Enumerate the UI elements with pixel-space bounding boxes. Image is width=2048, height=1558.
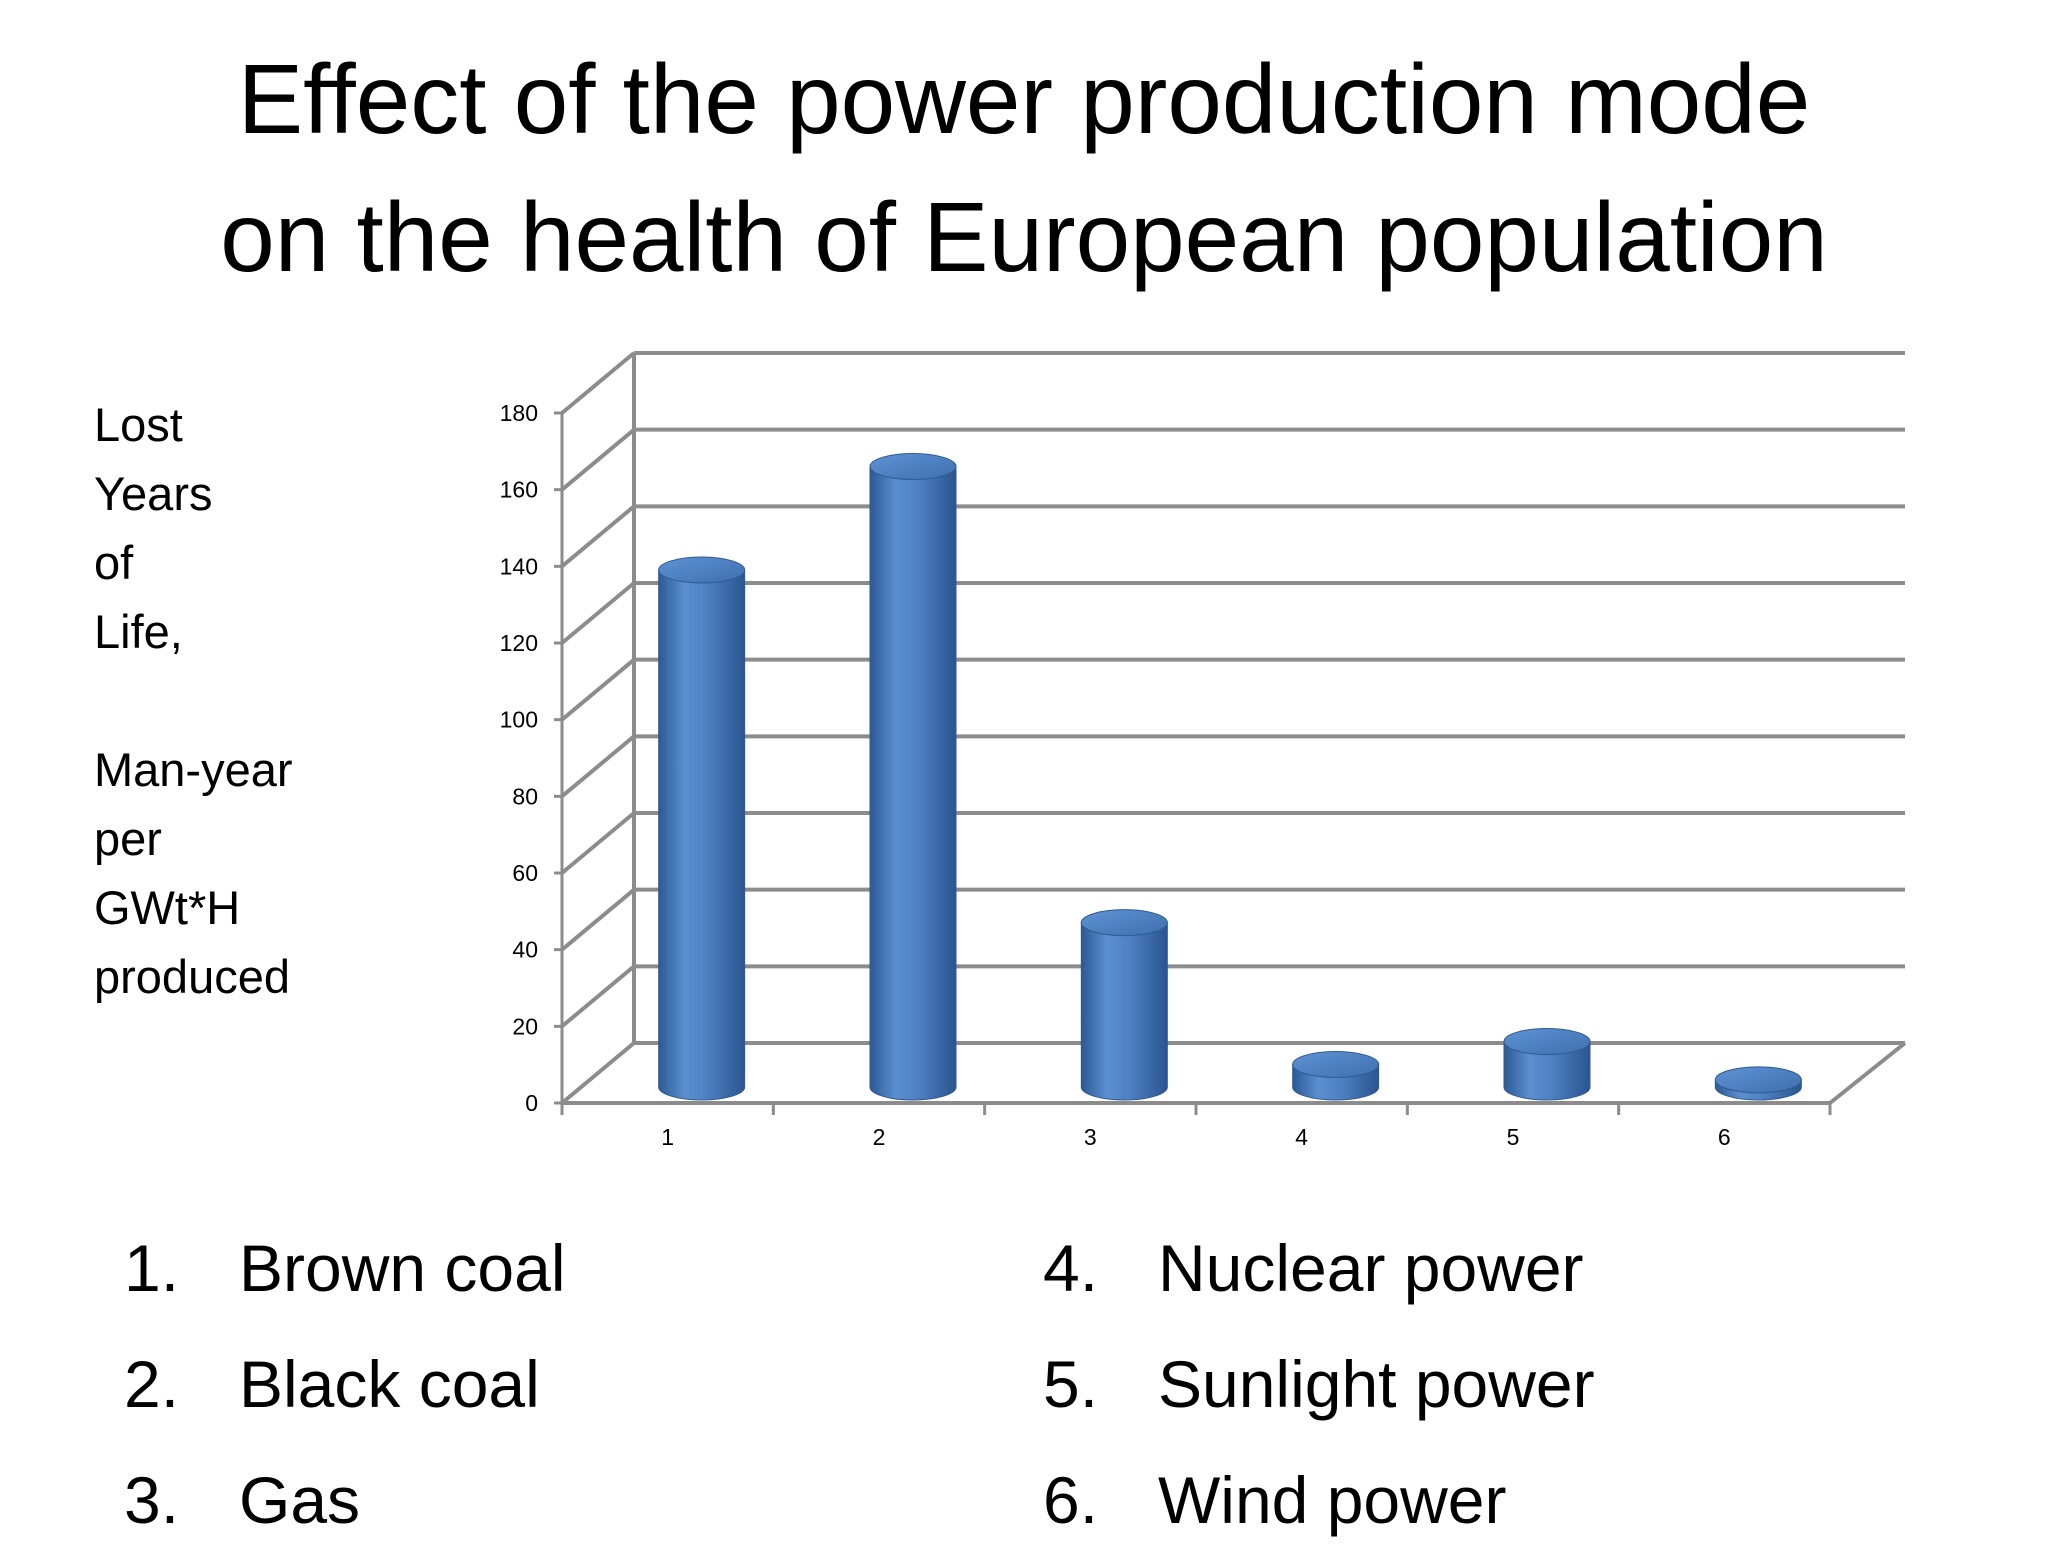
legend-item: 5. Sunlight power: [1043, 1326, 1595, 1442]
x-tick-label: 5: [1507, 1124, 1520, 1150]
y-tick-label: 160: [500, 477, 538, 503]
bar-cap: [1292, 1051, 1380, 1078]
legend-label: Wind power: [1158, 1463, 1507, 1537]
gridline-side: [560, 888, 636, 952]
legend-number: 6.: [1043, 1463, 1099, 1537]
legend-number: 4.: [1043, 1231, 1099, 1305]
bar-cap: [1714, 1066, 1802, 1094]
gridline-side: [560, 658, 636, 722]
grid-layer: [560, 351, 1907, 1105]
bar-4: [1292, 1051, 1380, 1101]
x-tick-label: 4: [1295, 1124, 1308, 1150]
y-tick-label: 40: [512, 937, 538, 963]
legend-item: 6. Wind power: [1043, 1442, 1595, 1558]
legend-right: 4. Nuclear power 5. Sunlight power 6. Wind …: [1043, 1210, 1595, 1558]
x-tick-label: 6: [1718, 1124, 1731, 1150]
y-tick-label: 180: [500, 400, 538, 426]
x-tick-label: 1: [661, 1124, 674, 1150]
legend-number: 2.: [124, 1347, 180, 1421]
y-tick-label: 100: [500, 707, 538, 733]
bar-3: [1080, 909, 1168, 1101]
bar-cap: [1080, 909, 1168, 937]
ylabel-line: Years: [94, 467, 213, 520]
y-tick-label: 120: [500, 630, 538, 656]
ylabel-line: GWt*H: [94, 881, 241, 934]
ylabel-line: of: [94, 536, 134, 589]
title-line-1: Effect of the power production mode: [237, 44, 1811, 154]
ylabel-line: Lost: [94, 398, 183, 451]
legend-item: 4. Nuclear power: [1043, 1210, 1595, 1326]
legend-label: Sunlight power: [1158, 1347, 1595, 1421]
legend-number: 5.: [1043, 1347, 1099, 1421]
legend-item: 2. Black coal: [124, 1326, 566, 1442]
bar-5: [1503, 1028, 1591, 1101]
bar-1: [658, 556, 746, 1101]
gridline-side: [560, 351, 636, 415]
bar-body: [1503, 1041, 1591, 1101]
legend-label: Nuclear power: [1158, 1231, 1584, 1305]
bar-2: [869, 453, 957, 1101]
y-axis-label: Lost Years of Life, Man-year per GWt*H p…: [94, 390, 293, 1011]
x-tick-label: 3: [1084, 1124, 1097, 1150]
gridline-side: [560, 734, 636, 798]
bar-chart: 0 20 40 60 80 100 120 140 160 180 1 2 3 4 5 6: [500, 351, 1907, 1150]
legend-item: 1. Brown coal: [124, 1210, 566, 1326]
x-tick-label: 2: [873, 1124, 886, 1150]
gridline-side: [560, 428, 636, 492]
bar-6: [1714, 1066, 1802, 1101]
chart-title: Effect of the power production mode on t…: [0, 30, 2048, 306]
bar-cap: [658, 556, 746, 584]
legend-item: 3. Gas: [124, 1442, 566, 1558]
ylabel-line: Man-year: [94, 743, 293, 796]
ylabel-line: per: [94, 812, 162, 865]
floor-right-edge: [1828, 1041, 1907, 1105]
legend-number: 3.: [124, 1463, 180, 1537]
bar-body: [658, 569, 746, 1101]
y-tick-label: 140: [500, 553, 538, 579]
ylabel-line: produced: [94, 950, 290, 1003]
axis-layer: 0 20 40 60 80 100 120 140 160 180 1 2 3 4 5 6: [500, 400, 1832, 1150]
gridline-side: [560, 811, 636, 875]
title-line-2: on the health of European population: [220, 182, 1828, 292]
gridline-side: [560, 581, 636, 645]
bar-body: [869, 466, 957, 1101]
gridline-side: [560, 504, 636, 568]
y-tick-label: 60: [512, 860, 538, 886]
y-tick-label: 20: [512, 1013, 538, 1039]
legend-label: Gas: [239, 1463, 361, 1537]
y-tick-label: 80: [512, 783, 538, 809]
gridline-side: [560, 1041, 636, 1105]
gridline-side: [560, 964, 636, 1028]
bar-body: [1080, 922, 1168, 1101]
y-tick-label: 0: [525, 1090, 538, 1116]
legend-label: Black coal: [239, 1347, 540, 1421]
ylabel-line: Life,: [94, 605, 183, 658]
bar-cap: [869, 453, 957, 480]
bar-layer: [658, 453, 1802, 1101]
bar-cap: [1503, 1028, 1591, 1055]
legend-left: 1. Brown coal 2. Black coal 3. Gas: [124, 1210, 566, 1558]
legend-number: 1.: [124, 1231, 180, 1305]
legend-label: Brown coal: [239, 1231, 566, 1305]
